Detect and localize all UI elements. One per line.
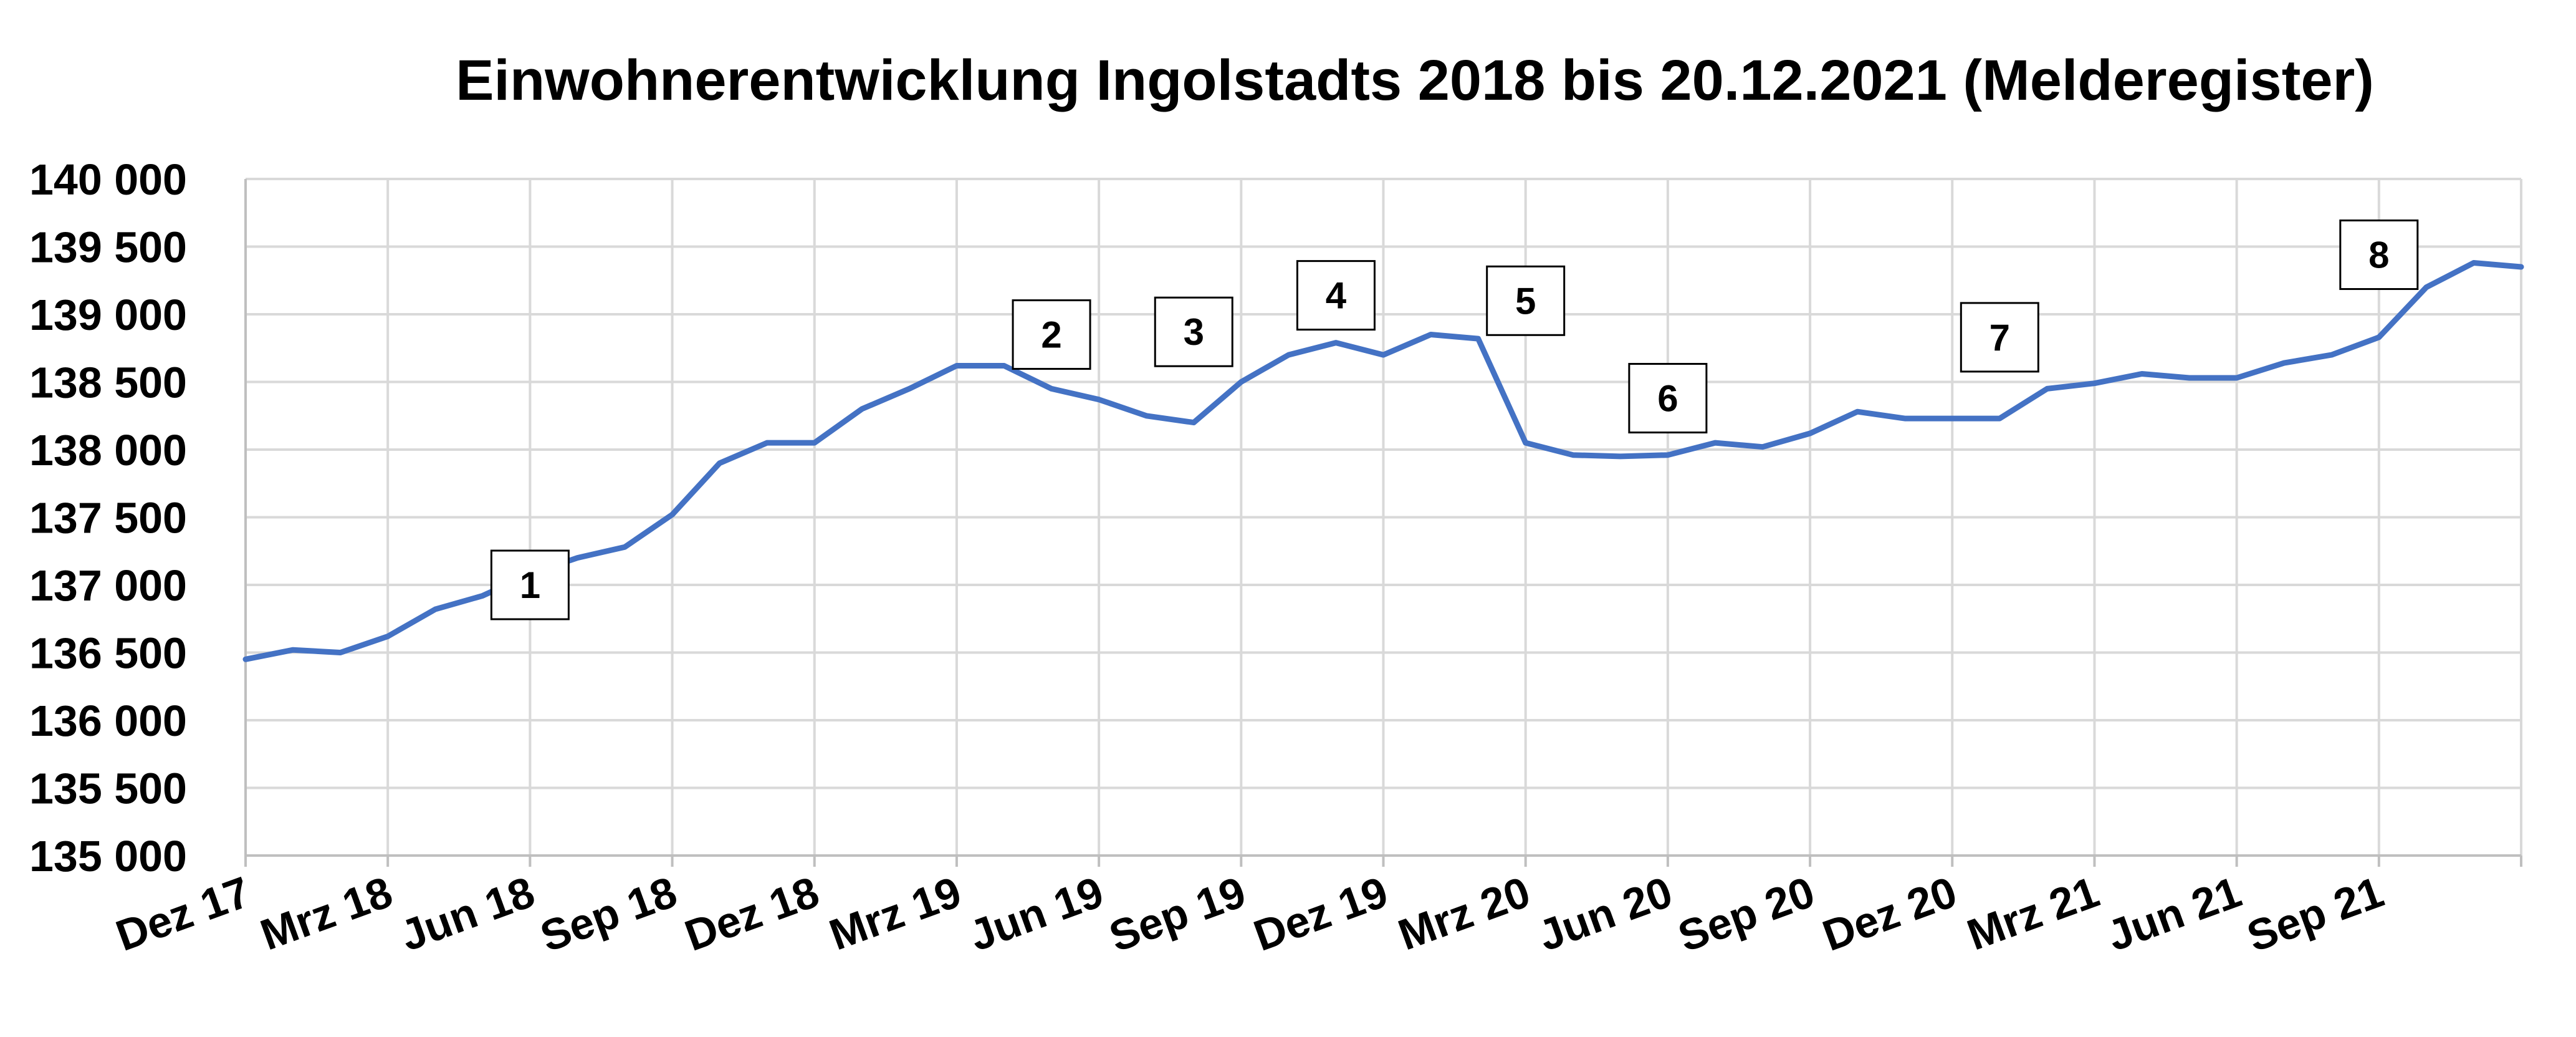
annotation-box: 2 [1012,299,1091,370]
annotation-frame [2339,219,2419,291]
annotation-label: 2 [1041,314,1061,356]
x-tick-label: Dez 18 [679,867,825,960]
x-tick-label: Mrz 20 [1392,867,1536,960]
annotation-box: 8 [2339,219,2419,291]
x-tick-label: Jun 20 [1532,867,1678,960]
y-tick-label: 140 000 [29,155,187,204]
y-tick-label: 138 000 [29,426,187,475]
y-tick-label: 139 000 [29,291,187,339]
annotation-box: 7 [1960,302,2039,373]
y-tick-label: 138 500 [29,359,187,407]
y-axis-tick-labels: 135 000 135 500 136 000 136 500 137 000 137 5… [29,155,187,880]
annotation-frame [490,549,570,620]
x-tick-label: Sep 18 [534,867,683,961]
x-tick-label: Mrz 21 [1961,867,2105,960]
annotation-label: 5 [1515,280,1536,322]
annotation-label: 3 [1184,311,1204,353]
series-group [242,260,2524,662]
x-tick-label: Jun 19 [963,867,1109,960]
annotation-box: 4 [1296,260,1376,331]
x-tick-label: Dez 19 [1248,867,1394,960]
gridlines [246,178,2522,856]
annotation-label: 1 [520,564,540,606]
y-tick-label: 139 500 [29,223,187,272]
series-line [242,260,2524,662]
annotation-frame [1628,363,1708,434]
x-tick-label: Sep 21 [2241,867,2390,961]
x-tick-label: Mrz 19 [823,867,967,960]
x-tick-label: Mrz 18 [254,867,398,960]
annotation-frame [1012,299,1091,370]
y-tick-label: 135 000 [29,832,187,880]
y-tick-label: 136 500 [29,629,187,678]
annotation-box: 3 [1154,296,1233,367]
x-tick-label: Sep 20 [1672,867,1821,961]
x-tick-label: Jun 21 [2101,867,2248,960]
y-tick-label: 135 500 [29,764,187,813]
annotation-group: 1 2 3 4 5 6 7 8 [490,219,2419,620]
y-tick-label: 137 500 [29,494,187,543]
annotation-box: 1 [490,549,570,620]
x-tick-label: Jun 18 [394,867,540,960]
x-tick-label: Sep 19 [1103,867,1252,961]
x-tick-label: Dez 17 [110,867,256,960]
annotation-frame [1154,296,1233,367]
annotation-label: 8 [2368,234,2389,276]
annotation-label: 4 [1326,275,1347,317]
axes [244,179,2522,867]
annotation-frame [1486,265,1566,336]
annotation-box: 5 [1486,265,1566,336]
annotation-box: 6 [1628,363,1708,434]
annotation-label: 7 [1989,317,2010,359]
y-tick-label: 136 000 [29,697,187,745]
annotation-label: 6 [1657,378,1678,420]
x-tick-label: Dez 20 [1816,867,1963,960]
annotation-frame [1296,260,1376,331]
y-tick-label: 137 000 [29,561,187,610]
annotation-frame [1960,302,2039,373]
chart-title: Einwohnerentwicklung Ingolstadts 2018 bi… [456,49,2374,112]
